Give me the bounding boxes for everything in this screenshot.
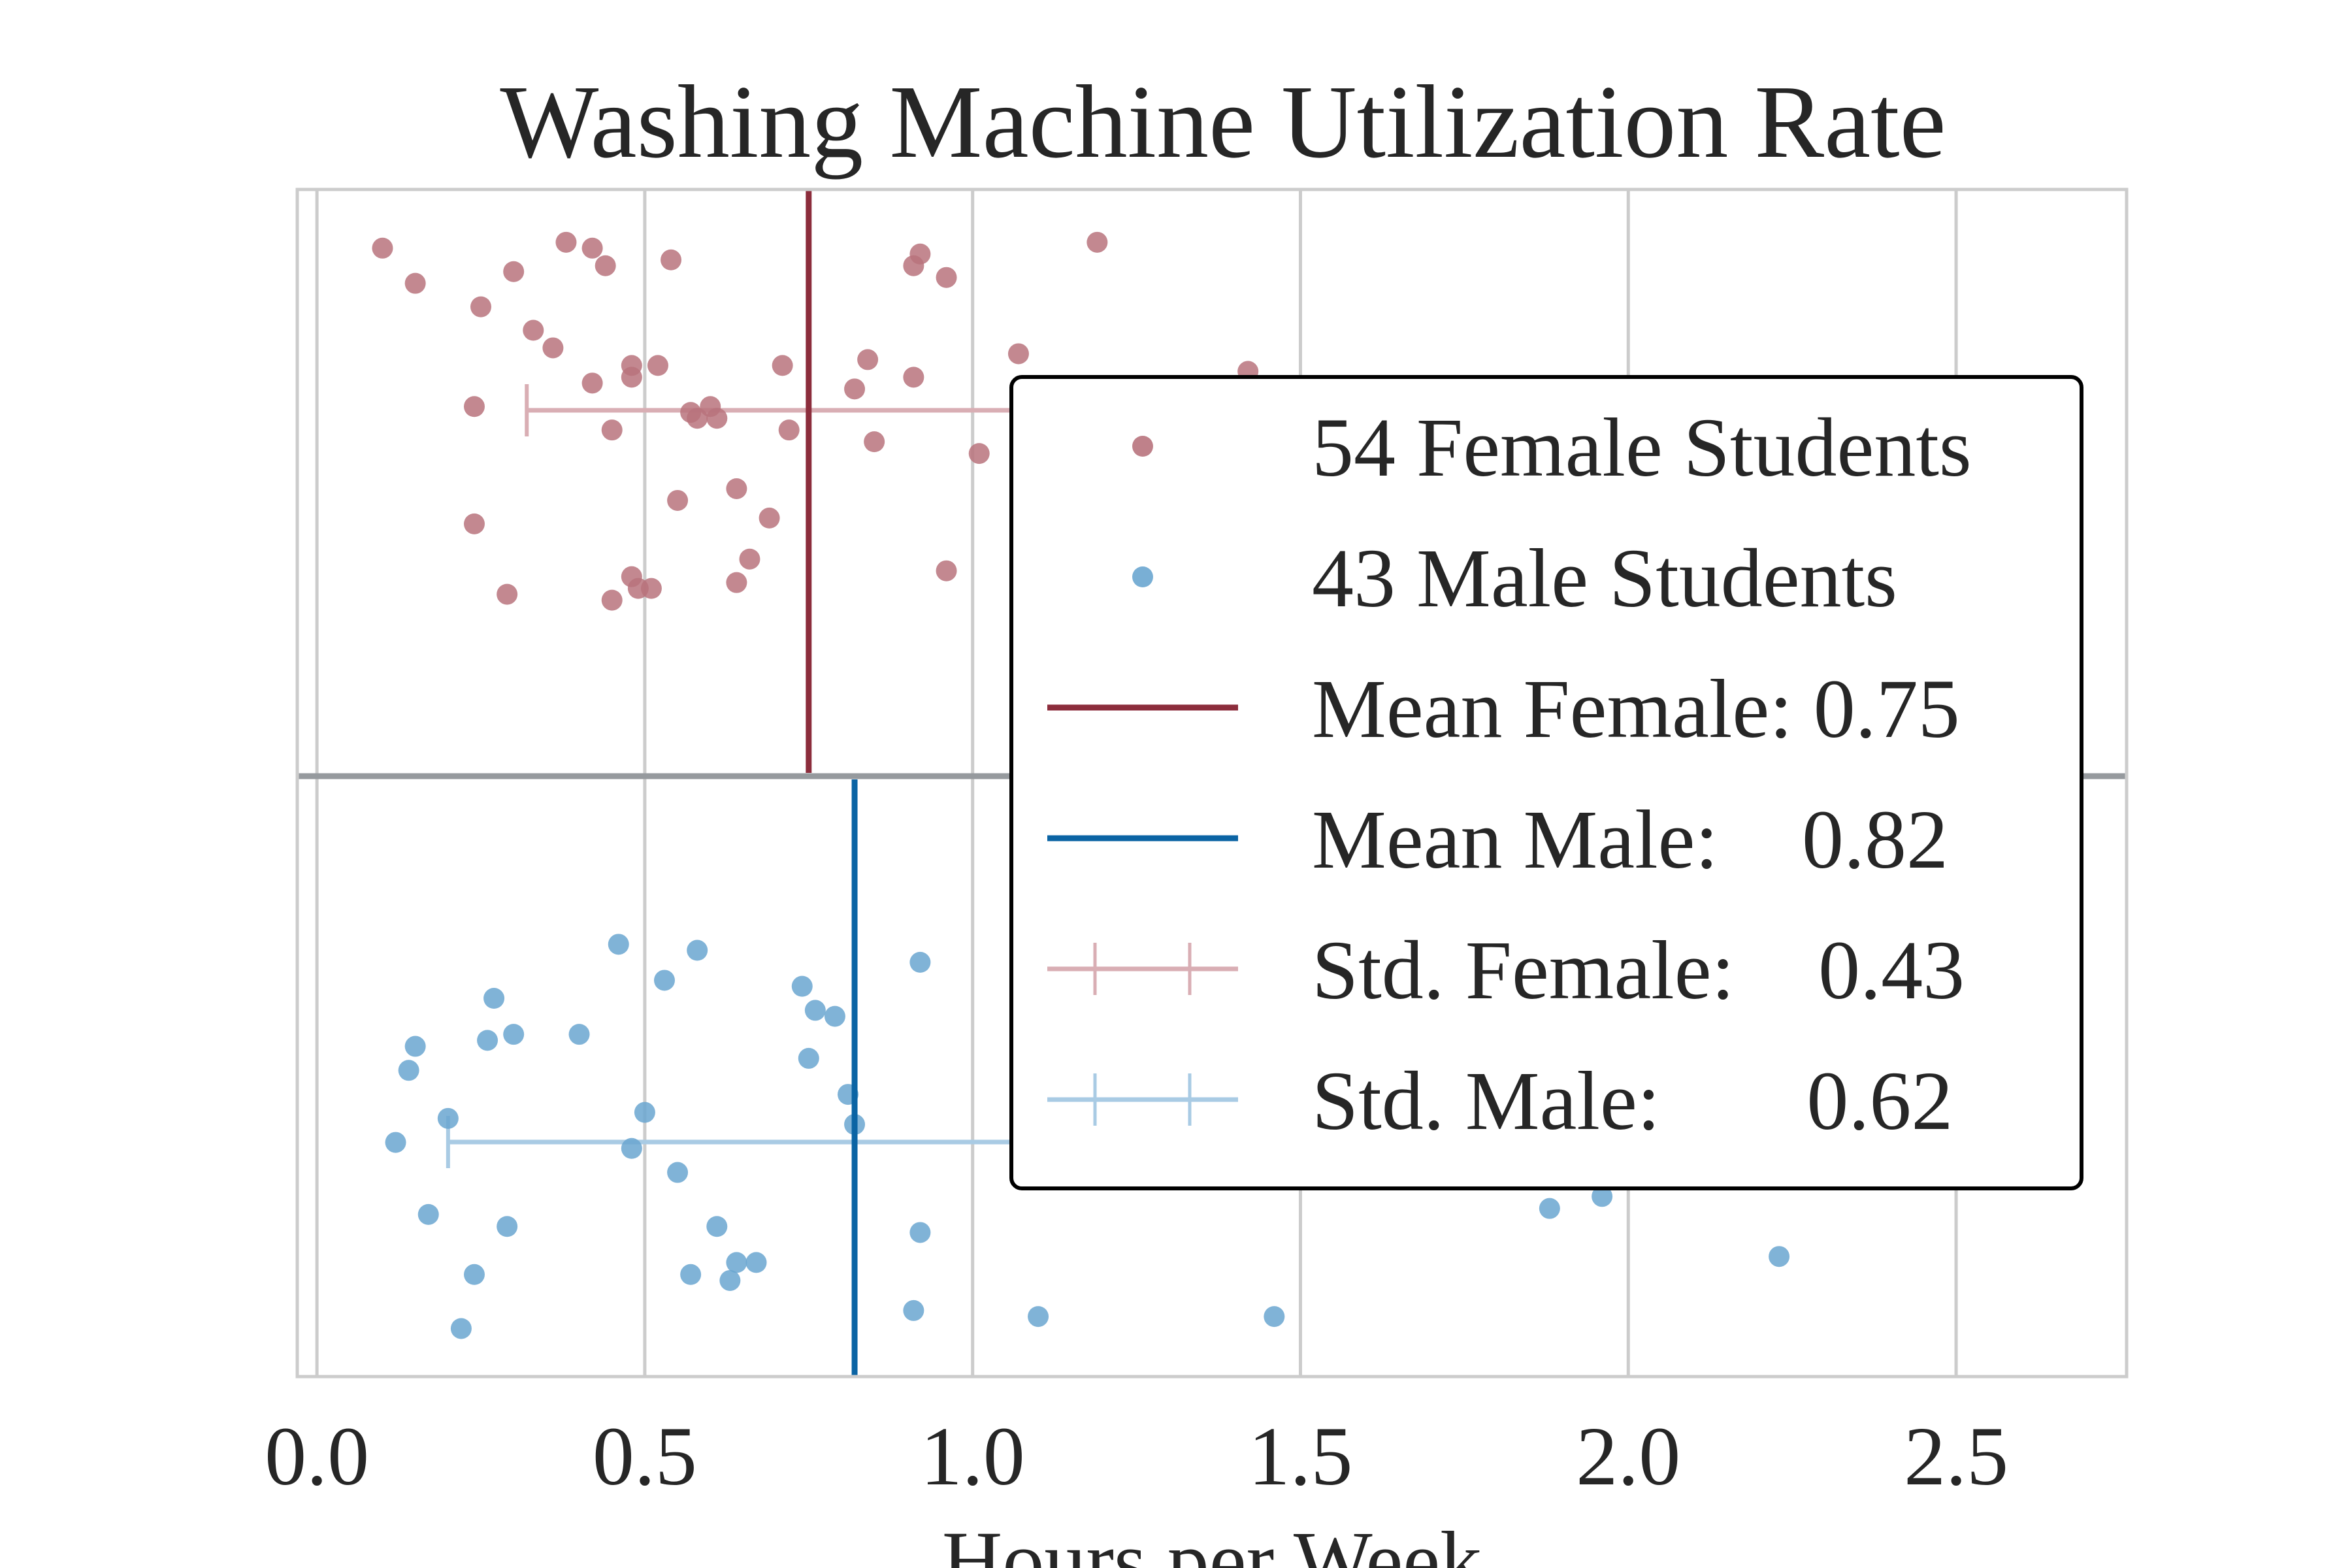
point-male [437,1107,459,1129]
point-female [463,513,485,534]
point-female [621,367,642,388]
point-female [700,396,721,417]
point-female [726,572,747,593]
point-female [936,560,957,581]
point-female [936,267,957,288]
point-male [483,988,505,1009]
point-female [968,443,990,465]
point-female [542,337,564,359]
point-female [778,419,800,441]
point-female [909,243,931,265]
point-female [601,419,623,441]
point-male [1769,1246,1790,1267]
point-male [497,1216,518,1237]
point-male [706,1216,728,1237]
legend-label: Mean Male: 0.82 [1312,793,1948,886]
point-male [608,934,629,955]
plot-frame [295,188,2129,1379]
x-tick-label: 1.0 [921,1410,1025,1503]
point-male [450,1318,472,1339]
legend-frame [1009,375,2083,1190]
legend-marker-male_point [1132,566,1153,587]
chart-title: Washing Machine Utilization Rate [500,63,1946,180]
x-tick-label: 2.5 [1904,1410,2008,1503]
x-tick-label: 0.5 [593,1410,697,1503]
point-male [568,1024,590,1045]
point-male [503,1024,525,1045]
legend-label: 54 Female Students [1312,401,1972,494]
point-male [824,1005,845,1027]
point-female [667,489,689,511]
point-female [759,507,780,529]
point-female [844,378,866,400]
point-male [903,1299,924,1321]
point-female [1086,231,1108,253]
point-male [634,1102,655,1123]
point-female [372,237,393,259]
point-male [398,1060,419,1081]
point-male [804,1000,826,1021]
point-male [463,1264,485,1285]
point-male [791,975,813,997]
legend-label: Mean Female: 0.75 [1312,662,1960,755]
point-female [463,396,485,417]
point-male [667,1162,689,1183]
point-male [909,951,931,973]
point-female [903,367,924,388]
point-female [555,231,577,253]
point-male [726,1252,747,1273]
point-male [385,1132,406,1153]
point-male [680,1264,702,1285]
point-male [1264,1306,1285,1328]
point-male [654,970,676,991]
point-female [497,583,518,605]
point-female [581,372,603,394]
point-male [1539,1198,1560,1219]
point-female [864,431,885,453]
point-female [523,319,544,341]
legend-marker-female_point [1132,436,1153,457]
point-male [719,1269,741,1291]
point-male [477,1030,498,1051]
x-tick-label: 0.0 [265,1410,369,1503]
point-female [581,237,603,259]
legend: 54 Female Students 43 Male Students Mean F… [1009,375,2083,1190]
point-male [404,1036,426,1057]
point-male [745,1252,767,1273]
point-male [798,1047,819,1069]
point-female [503,261,525,282]
point-female [772,355,793,376]
point-male [1592,1186,1613,1207]
point-female [595,255,616,276]
point-female [404,272,426,294]
point-female [726,478,747,499]
legend-label: Std. Female: 0.43 [1312,924,1965,1017]
point-female [647,355,668,376]
point-female [661,249,682,270]
point-female [1007,343,1029,365]
legend-label: 43 Male Students [1312,532,1897,625]
data-points [372,231,1790,1339]
point-male [909,1222,931,1243]
point-female [470,296,492,318]
mean-lines [806,189,858,1377]
point-male [687,939,708,961]
x-tick-label: 2.0 [1576,1410,1680,1503]
legend-label: Std. Male: 0.62 [1312,1054,1953,1147]
point-male [417,1203,439,1225]
point-male [621,1137,642,1159]
point-male [1028,1306,1049,1328]
x-tick-labels: 0.0 0.5 1.0 1.5 2.0 2.5 [265,1410,2008,1503]
point-female [601,589,623,611]
x-axis-label: Hours per Week [942,1514,1482,1568]
point-female [857,349,879,370]
point-female [627,578,649,599]
point-female [739,548,760,570]
x-tick-label: 1.5 [1248,1410,1352,1503]
